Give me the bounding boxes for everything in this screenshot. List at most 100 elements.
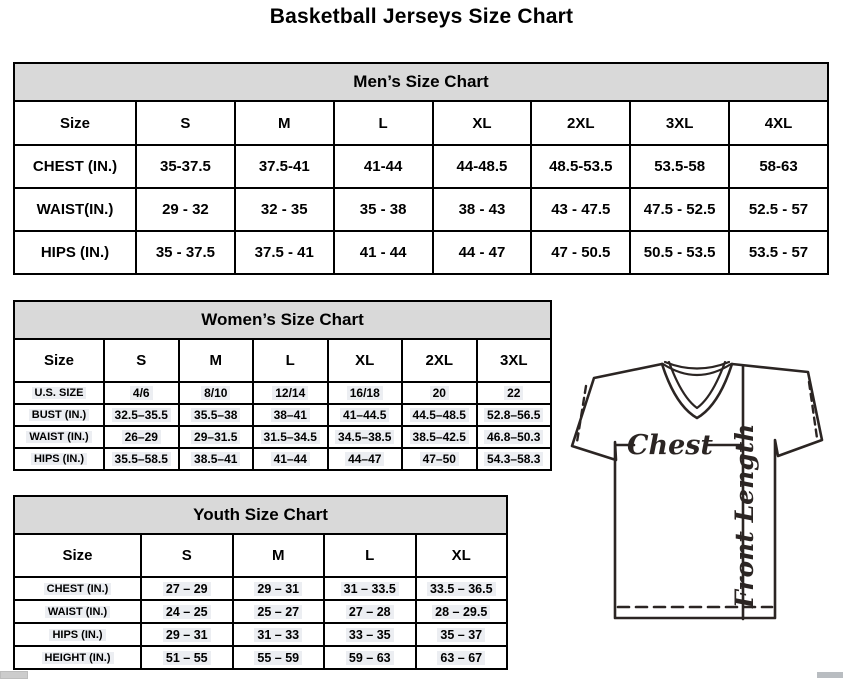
value-cell: 26–29 xyxy=(103,425,180,449)
cell-text: 29 - 32 xyxy=(162,201,209,218)
value-cell: 52.8–56.5 xyxy=(475,403,552,427)
value-cell: 38–41 xyxy=(252,403,329,427)
cell-text: WAIST (IN.) xyxy=(26,431,92,443)
cell-text: M xyxy=(272,547,285,564)
scrollbar-fragment-right[interactable] xyxy=(817,672,843,678)
size-header-row: Size S M L XL 2XL 3XL xyxy=(13,338,552,383)
row-label-cell: WAIST(IN.) xyxy=(13,187,137,232)
youth-table-grid: Size S M L XL CHEST (IN.) 27 – 29 29 – 31 31 – 3… xyxy=(13,533,508,670)
cell-text: 44–47 xyxy=(345,452,385,466)
cell-text: 27 – 28 xyxy=(345,604,394,619)
cell-text: XL xyxy=(451,547,471,564)
row-label-cell: WAIST (IN.) xyxy=(13,425,105,449)
value-cell: 35 - 38 xyxy=(332,187,434,232)
value-cell: 29 – 31 xyxy=(231,576,325,601)
cell-text: 59 – 63 xyxy=(345,650,394,665)
cell-text: HEIGHT (IN.) xyxy=(41,651,114,664)
measurement-row: CHEST (IN.) 35-37.5 37.5-41 41-44 44-48.5 48.… xyxy=(13,144,829,189)
value-cell: 27 – 29 xyxy=(140,576,234,601)
cell-text: 26–29 xyxy=(121,430,161,444)
cell-text: 24 – 25 xyxy=(162,604,211,619)
value-cell: 33.5 – 36.5 xyxy=(414,576,508,601)
chest-label: Chest xyxy=(627,430,713,461)
value-cell: 44 - 47 xyxy=(431,230,533,275)
value-cell: 44.5–48.5 xyxy=(401,403,478,427)
value-cell: 34.5–38.5 xyxy=(326,425,403,449)
cell-text: 31.5–34.5 xyxy=(260,430,320,444)
row-label-cell: CHEST (IN.) xyxy=(13,576,142,601)
cell-text: 52.8–56.5 xyxy=(484,408,544,422)
measurement-row: WAIST (IN.) 24 – 25 25 – 27 27 – 28 28 – 29.… xyxy=(13,599,508,624)
page-title: Basketball Jerseys Size Chart xyxy=(269,5,574,28)
cell-text: 25 – 27 xyxy=(254,604,303,619)
size-option-cell: 4XL xyxy=(728,100,829,146)
cell-text: HIPS (IN.) xyxy=(49,628,106,641)
cell-text: M xyxy=(209,352,223,369)
size-option-cell: XL xyxy=(414,533,508,578)
value-cell: 53.5 - 57 xyxy=(728,230,829,275)
value-cell: 24 – 25 xyxy=(140,599,234,624)
womens-size-table: Women’s Size Chart Size S M L XL 2XL 3XL U.S. S… xyxy=(13,300,552,471)
youth-size-table: Youth Size Chart Size S M L XL CHEST (IN.) 27 … xyxy=(13,495,508,670)
sleeve-dash-left xyxy=(575,384,588,444)
value-cell: 32 - 35 xyxy=(233,187,335,232)
value-cell: 47 - 50.5 xyxy=(530,230,632,275)
value-cell: 12/14 xyxy=(252,381,329,405)
value-cell: 31.5–34.5 xyxy=(252,425,329,449)
row-label-cell: HIPS (IN.) xyxy=(13,622,142,647)
measurement-row: U.S. SIZE 4/6 8/10 12/14 16/18 20 22 xyxy=(13,381,552,405)
cell-text: BUST (IN.) xyxy=(28,409,90,421)
value-cell: 32.5–35.5 xyxy=(103,403,180,427)
value-cell: 31 – 33 xyxy=(231,622,325,647)
size-option-cell: S xyxy=(140,533,234,578)
value-cell: 20 xyxy=(401,381,478,405)
jersey-collar-band xyxy=(661,360,733,376)
value-cell: 35-37.5 xyxy=(135,144,236,189)
size-label-cell: Size xyxy=(13,100,137,146)
measurement-row: WAIST(IN.) 29 - 32 32 - 35 35 - 38 38 - 43 43… xyxy=(13,187,829,232)
cell-text: 41–44.5 xyxy=(340,408,390,422)
cell-text: 37.5 - 41 xyxy=(254,244,314,261)
cell-text: 32.5–35.5 xyxy=(111,408,171,422)
value-cell: 44-48.5 xyxy=(431,144,533,189)
value-cell: 29 – 31 xyxy=(140,622,234,647)
cell-text: WAIST (IN.) xyxy=(44,605,111,618)
value-cell: 35 – 37 xyxy=(414,622,508,647)
cell-text: 29 – 31 xyxy=(162,627,211,642)
cell-text: Size xyxy=(43,352,74,369)
size-option-cell: M xyxy=(233,100,335,146)
cell-text: 53.5-58 xyxy=(654,158,706,175)
measurement-row: HIPS (IN.) 35.5–58.5 38.5–41 41–44 44–47 47–5… xyxy=(13,447,552,471)
cell-text: 46.8–50.3 xyxy=(484,430,544,444)
measurement-row: BUST (IN.) 32.5–35.5 35.5–38 38–41 41–44.5 44… xyxy=(13,403,552,427)
cell-text: L xyxy=(285,352,295,369)
cell-text: 55 – 59 xyxy=(254,650,303,665)
cell-text: 58-63 xyxy=(759,158,798,175)
cell-text: 34.5–38.5 xyxy=(335,430,395,444)
size-option-cell: L xyxy=(252,338,329,383)
row-label-cell: U.S. SIZE xyxy=(13,381,105,405)
cell-text: 38–41 xyxy=(270,408,310,422)
value-cell: 55 – 59 xyxy=(231,645,325,670)
value-cell: 48.5-53.5 xyxy=(530,144,632,189)
size-option-cell: M xyxy=(177,338,254,383)
value-cell: 35 - 37.5 xyxy=(135,230,236,275)
cell-text: 47–50 xyxy=(419,452,459,466)
cell-text: 63 – 67 xyxy=(437,650,486,665)
row-label-cell: BUST (IN.) xyxy=(13,403,105,427)
cell-text: 35 - 37.5 xyxy=(155,244,216,261)
size-option-cell: S xyxy=(103,338,180,383)
value-cell: 47.5 - 52.5 xyxy=(629,187,731,232)
value-cell: 28 – 29.5 xyxy=(414,599,508,624)
cell-text: Size xyxy=(62,547,93,564)
cell-text: 29 – 31 xyxy=(254,581,303,596)
value-cell: 35.5–58.5 xyxy=(103,447,180,471)
value-cell: 50.5 - 53.5 xyxy=(629,230,731,275)
size-option-cell: XL xyxy=(326,338,403,383)
scrollbar-fragment-left[interactable] xyxy=(0,671,28,679)
jersey-measurement-diagram: Chest Front Length xyxy=(570,360,824,621)
mens-table-grid: Size S M L XL 2XL 3XL 4XL CHEST (IN.) 35-37.5 37.5… xyxy=(13,100,829,275)
cell-text: 38 - 43 xyxy=(458,201,506,218)
value-cell: 58-63 xyxy=(728,144,829,189)
